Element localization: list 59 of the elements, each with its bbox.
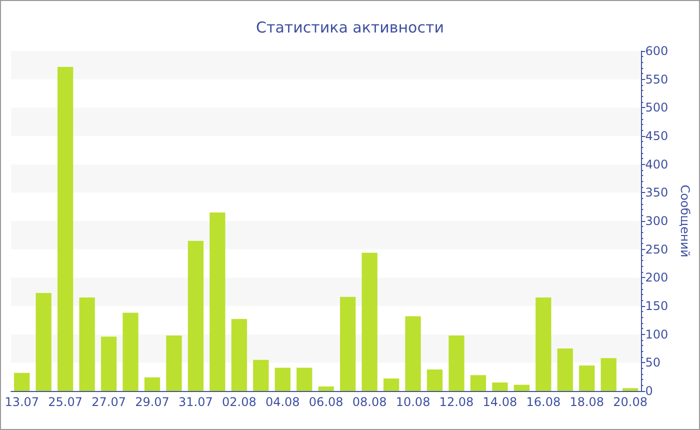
x-tick-label: 13.07 bbox=[4, 395, 40, 409]
y-tick-label: 150 bbox=[645, 299, 668, 313]
bar bbox=[166, 335, 182, 391]
bar bbox=[188, 240, 204, 391]
x-tick-label: 27.07 bbox=[92, 395, 126, 409]
y-tick-label: 50 bbox=[645, 356, 660, 370]
x-tick-label: 18.08 bbox=[570, 395, 604, 409]
bar bbox=[253, 360, 269, 391]
bar bbox=[36, 292, 52, 391]
bar bbox=[557, 348, 573, 391]
bar bbox=[536, 298, 552, 391]
x-tick-label: 20.08 bbox=[613, 395, 648, 409]
y-axis-title: Сообщений bbox=[678, 184, 692, 258]
bar bbox=[514, 384, 530, 391]
x-tick-label: 06.08 bbox=[308, 395, 344, 409]
bar bbox=[231, 319, 247, 391]
y-tick-label: 600 bbox=[645, 44, 668, 58]
y-tick-label: 250 bbox=[645, 242, 668, 256]
bar bbox=[492, 382, 508, 391]
y-tick-label: 100 bbox=[645, 327, 668, 342]
x-tick-label: 25.07 bbox=[48, 395, 83, 409]
y-tick-label: 200 bbox=[645, 270, 668, 285]
y-tick-label: 500 bbox=[645, 100, 668, 115]
x-tick-label: 08.08 bbox=[352, 395, 387, 409]
bar bbox=[470, 375, 486, 391]
bar bbox=[122, 312, 138, 391]
bar bbox=[622, 388, 638, 391]
x-tick-label: 16.08 bbox=[526, 395, 561, 409]
y-tick-label: 450 bbox=[645, 129, 668, 143]
x-tick-label: 14.08 bbox=[482, 395, 518, 409]
bar bbox=[383, 378, 400, 391]
bar bbox=[296, 368, 312, 391]
bar bbox=[579, 366, 595, 391]
x-tick-label: 12.08 bbox=[439, 395, 474, 409]
y-tick-label: 0 bbox=[645, 384, 653, 398]
bar bbox=[79, 298, 95, 391]
y-tick-label: 400 bbox=[645, 157, 668, 172]
bar bbox=[340, 296, 356, 391]
y-tick-label: 550 bbox=[645, 72, 668, 86]
x-tick-label: 04.08 bbox=[265, 395, 300, 409]
bar bbox=[14, 372, 30, 391]
bar bbox=[210, 212, 226, 391]
bar bbox=[274, 368, 290, 391]
chart-title: Статистика активности bbox=[256, 18, 444, 36]
x-tick-label: 10.08 bbox=[396, 395, 430, 409]
x-tick-label: 31.07 bbox=[178, 395, 213, 409]
bar bbox=[144, 377, 160, 391]
y-tick-label: 350 bbox=[645, 186, 668, 200]
y-tick-label: 300 bbox=[645, 214, 668, 228]
bar bbox=[405, 316, 421, 391]
bar bbox=[426, 369, 443, 391]
x-tick-label: 02.08 bbox=[222, 395, 256, 409]
bar bbox=[58, 66, 74, 391]
x-tick-label: 29.07 bbox=[135, 395, 170, 409]
bar bbox=[600, 358, 616, 391]
bar bbox=[362, 252, 378, 391]
bar bbox=[100, 336, 117, 391]
bar bbox=[448, 335, 464, 391]
bar bbox=[318, 386, 334, 391]
